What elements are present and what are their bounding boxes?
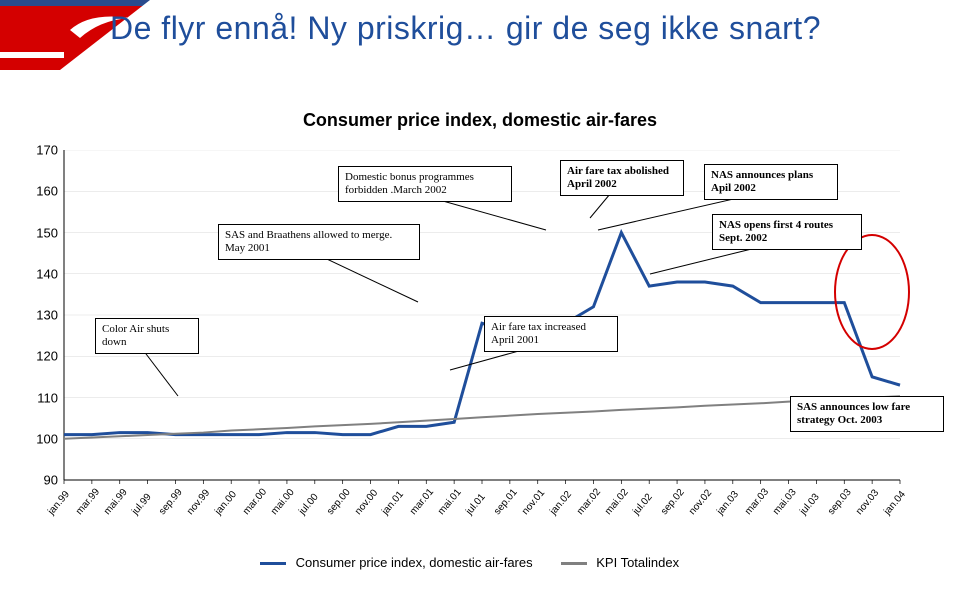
x-tick-label: jul.99 bbox=[130, 492, 154, 517]
y-tick-label: 140 bbox=[30, 266, 58, 281]
chart-legend: Consumer price index, domestic air-fares… bbox=[260, 555, 679, 570]
annotation-nas-opens: NAS opens first 4 routes Sept. 2002 bbox=[712, 214, 862, 250]
annotation-bonus: Domestic bonus programmes forbidden .Mar… bbox=[338, 166, 512, 202]
legend-item-kpi: KPI Totalindex bbox=[561, 555, 680, 570]
y-tick-label: 130 bbox=[30, 308, 58, 323]
annotation-airfare-abol: Air fare tax abolished April 2002 bbox=[560, 160, 684, 196]
y-tick-label: 160 bbox=[30, 184, 58, 199]
annotation-sas-lowfare: SAS announces low fare strategy Oct. 200… bbox=[790, 396, 944, 432]
chart-subtitle: Consumer price index, domestic air-fares bbox=[0, 110, 960, 131]
y-tick-label: 110 bbox=[30, 390, 58, 405]
annotation-nas-plans: NAS announces plans Apil 2002 bbox=[704, 164, 838, 200]
x-tick-label: jul.02 bbox=[631, 492, 655, 517]
x-tick-label: jul.00 bbox=[297, 492, 321, 517]
x-axis-labels: jan.99mar.99mai.99jul.99sep.99nov.99jan.… bbox=[64, 496, 934, 536]
legend-swatch-kpi bbox=[561, 562, 587, 565]
y-tick-label: 90 bbox=[30, 473, 58, 488]
y-tick-label: 100 bbox=[30, 431, 58, 446]
annotation-airfare-inc: Air fare tax increased April 2001 bbox=[484, 316, 618, 352]
y-tick-label: 120 bbox=[30, 349, 58, 364]
legend-item-cpi: Consumer price index, domestic air-fares bbox=[260, 555, 533, 570]
legend-swatch-cpi bbox=[260, 562, 286, 565]
slide-title: De flyr ennå! Ny priskrig… gir de seg ik… bbox=[110, 10, 821, 47]
y-tick-label: 170 bbox=[30, 143, 58, 158]
annotation-sas-braathens: SAS and Braathens allowed to merge. May … bbox=[218, 224, 420, 260]
annotation-color-air: Color Air shuts down bbox=[95, 318, 199, 354]
x-tick-label: jul.03 bbox=[798, 492, 822, 517]
y-tick-label: 150 bbox=[30, 225, 58, 240]
x-tick-label: jul.01 bbox=[464, 492, 488, 517]
legend-label-kpi: KPI Totalindex bbox=[596, 555, 679, 570]
highlight-circle bbox=[834, 234, 910, 350]
legend-label-cpi: Consumer price index, domestic air-fares bbox=[296, 555, 533, 570]
